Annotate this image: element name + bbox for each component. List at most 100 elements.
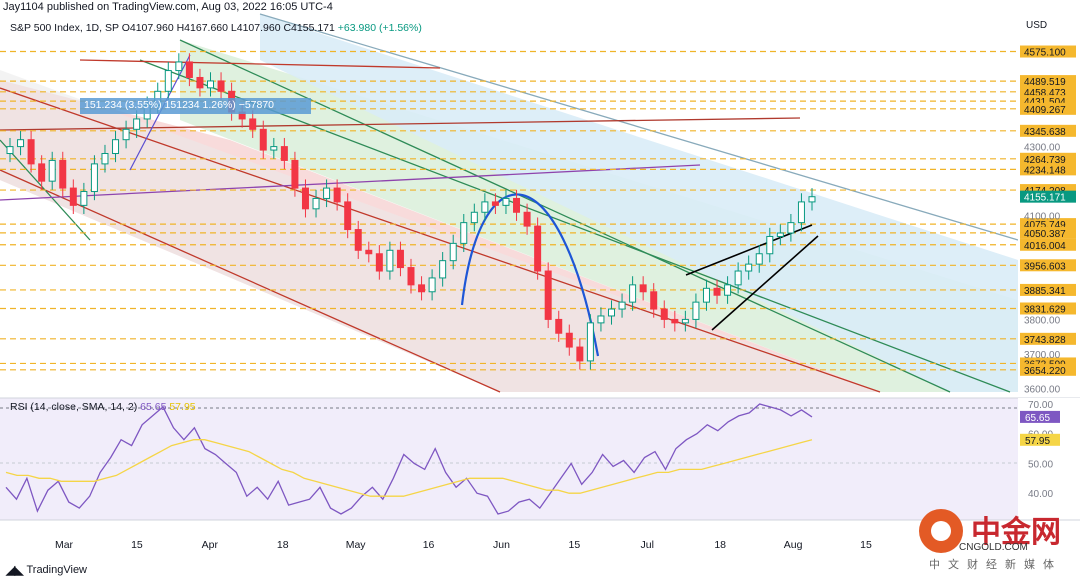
ohlc-close: C4155.171 (283, 22, 335, 34)
level-label: 3743.828 (1024, 335, 1066, 346)
time-tick: Mar (55, 539, 74, 551)
level-label: 4431.504 (1024, 97, 1066, 108)
candle-body (702, 287, 710, 303)
time-tick: Apr (202, 539, 219, 551)
measure-label[interactable] (80, 98, 311, 114)
rsi-ma-value: 57.95 (169, 401, 196, 413)
candle-body (481, 201, 489, 213)
publish-line: Jay1104 published on TradingView.com, Au… (3, 1, 333, 13)
candle-body (6, 146, 14, 155)
time-tick: 18 (277, 539, 289, 551)
candle-body (301, 187, 309, 210)
rsi-value: 65.65 (140, 401, 167, 413)
level-label: 3654.220 (1024, 366, 1066, 377)
candle-body (112, 139, 120, 155)
level-label: 4409.267 (1024, 105, 1066, 116)
level-label: 4575.100 (1024, 48, 1066, 59)
level-badge (1020, 302, 1076, 315)
candle-body (745, 263, 753, 272)
candle-body (101, 153, 109, 165)
level-label: 4075.749 (1024, 220, 1066, 231)
candle-body (312, 197, 320, 210)
level-label: 4016.004 (1024, 241, 1066, 252)
time-tick: 16 (423, 539, 435, 551)
time-tick: Jun (493, 539, 510, 551)
level-label: 4234.148 (1024, 165, 1066, 176)
rsi-tick: 40.00 (1028, 489, 1053, 500)
currency-label: USD (1026, 20, 1048, 31)
candle-body (755, 253, 763, 265)
candle-body (692, 301, 700, 320)
price-axis: 4575.100 4489.5194458.4734431.5044409.267… (1018, 0, 1080, 398)
channel-line (0, 169, 501, 393)
channel-gray-fill (0, 70, 880, 392)
candle-body (418, 284, 426, 293)
candle-body (175, 61, 183, 72)
time-tick: Aug (784, 539, 803, 551)
level-badge (1020, 163, 1076, 176)
candle-body (365, 249, 373, 255)
candle-body (502, 197, 510, 206)
candle-body (375, 253, 383, 272)
time-tick: 15 (860, 539, 872, 551)
level-label: 4264.739 (1024, 155, 1066, 166)
level-badge (1020, 152, 1076, 165)
candle-body (27, 139, 35, 165)
candle-body (354, 229, 362, 251)
level-badge (1020, 363, 1076, 376)
level-badge (1020, 283, 1076, 296)
candle-body (344, 201, 352, 231)
cngold-watermark: 中金网 CNGOLD.COM 中文财经新媒体 (919, 505, 1069, 575)
candle-body (449, 242, 457, 262)
candle-body (48, 159, 56, 182)
level-label: 4050.387 (1024, 229, 1066, 240)
arc-drawing (460, 193, 600, 357)
candle-body (734, 270, 742, 286)
tradingview-footer[interactable]: ◢◣ TradingView (6, 563, 87, 577)
candle-body (797, 201, 805, 224)
candle-body (724, 284, 732, 296)
price-tick: 4300.00 (1024, 143, 1061, 154)
rsi-tick: 70.00 (1028, 400, 1053, 411)
candle-body (713, 287, 721, 296)
candle-body (122, 128, 130, 141)
last-price-label: 4155.171 (1024, 193, 1066, 204)
candle-body (207, 80, 214, 89)
price-tick: 4100.00 (1024, 212, 1061, 223)
candle-body (80, 191, 88, 206)
candle-body (69, 187, 77, 206)
level-badge (1020, 85, 1076, 98)
channel-line (139, 59, 1011, 393)
rsi-ma-badge (1020, 433, 1060, 446)
time-tick: 15 (569, 539, 581, 551)
time-tick: Jul (641, 539, 654, 551)
candle-body (650, 291, 658, 310)
candle-body (491, 201, 499, 206)
ohlc-low: L4107.960 (230, 22, 281, 34)
candle-body (280, 146, 288, 161)
channel-line (79, 59, 441, 69)
time-tick: 18 (714, 539, 726, 551)
candle-body (555, 318, 563, 334)
candle-body (196, 76, 204, 89)
time-tick: May (346, 539, 367, 551)
level-label: 3831.629 (1024, 304, 1066, 315)
candle-body (576, 346, 584, 362)
watermark-site: CNGOLD.COM (959, 542, 1028, 553)
candle-body (396, 249, 404, 269)
ohlc-open: O4107.960 (121, 22, 174, 34)
price-change: +63.980 (+1.56%) (337, 22, 422, 34)
rsi-lines (5, 403, 813, 515)
candle-body (787, 222, 795, 234)
candle-body (259, 128, 267, 151)
channel-line (0, 164, 701, 201)
level-label: 3885.341 (1024, 286, 1066, 297)
tradingview-brand: TradingView (26, 564, 88, 576)
candle-body (681, 318, 689, 324)
symbol-name: S&P 500 Index, 1D, SP (10, 22, 119, 34)
candle-body (17, 139, 25, 148)
watermark-brand: 中金网 (971, 515, 1061, 550)
candle-body (629, 284, 637, 303)
